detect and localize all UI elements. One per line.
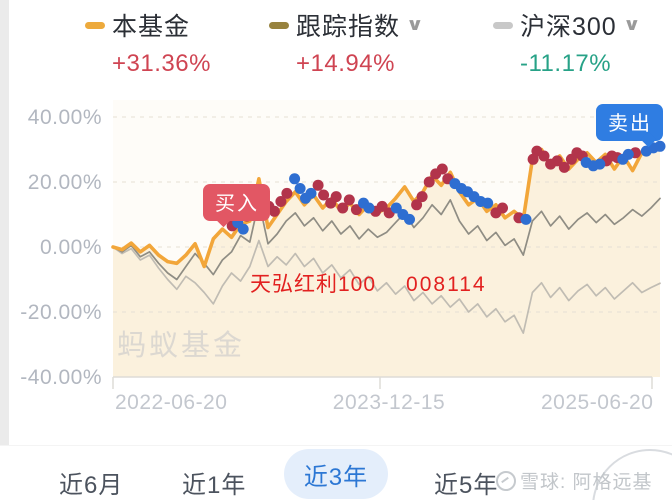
x-axis-label: 2023-12-15 (332, 391, 446, 414)
csi300-label: 沪深300 (520, 13, 617, 41)
chevron-down-icon[interactable]: ∨ (405, 15, 424, 34)
y-axis-label: -20.00% (20, 301, 102, 324)
antfund-watermark: 蚂蚁基金 (117, 330, 246, 362)
fund-series-label: 本基金 (112, 13, 191, 41)
y-axis-label: 40.00% (27, 106, 102, 129)
tab-3-years-selected[interactable]: 近3年 (284, 449, 388, 499)
csi300-swatch (493, 21, 513, 29)
fund-series-swatch (85, 21, 105, 29)
tracking-index-return-value: +14.94% (296, 50, 395, 77)
page-edge-strip (0, 0, 9, 446)
legend-item-csi300[interactable]: 沪深300 ∨ -11.17% (493, 8, 641, 77)
y-axis-label: -40.00% (20, 366, 102, 389)
x-axis-label: 2022-06-20 (115, 391, 228, 414)
tracking-index-swatch (269, 21, 289, 29)
tab-6-months[interactable]: 近6月 (59, 472, 124, 499)
xueqiu-logo-icon (496, 470, 516, 491)
fund-return-value: +31.36% (112, 50, 211, 77)
x-axis-label: 2025-06-20 (541, 391, 654, 414)
xueqiu-watermark: 雪球: 阿格远基 (496, 467, 653, 494)
tab-1-year[interactable]: 近1年 (182, 472, 247, 499)
y-axis-label: 0.00% (39, 236, 102, 259)
time-range-tabbar: 近6月 近1年 近3年 近5年 雪球: 阿格远基 (0, 445, 672, 500)
legend-item-tracking-index[interactable]: 跟踪指数 ∨ +14.94% (269, 8, 424, 77)
y-axis-label: 20.00% (27, 171, 102, 194)
fund-code: 008114 (406, 273, 487, 296)
tracking-index-label: 跟踪指数 (296, 13, 401, 41)
tab-3-years-label: 近3年 (303, 463, 369, 491)
buy-tag: 买入 (203, 184, 270, 221)
chevron-down-icon[interactable]: ∨ (622, 15, 641, 34)
tab-5-years[interactable]: 近5年 (434, 472, 499, 499)
xueqiu-watermark-text: 雪球: 阿格远基 (520, 472, 653, 493)
fund-name-annotation: 天弘红利100 008114 (250, 268, 487, 298)
legend-item-fund[interactable]: 本基金 +31.36% (85, 8, 210, 77)
sell-tag: 卖出 (596, 104, 663, 141)
csi300-return-value: -11.17% (520, 50, 612, 77)
fund-name: 天弘红利100 (250, 273, 377, 296)
